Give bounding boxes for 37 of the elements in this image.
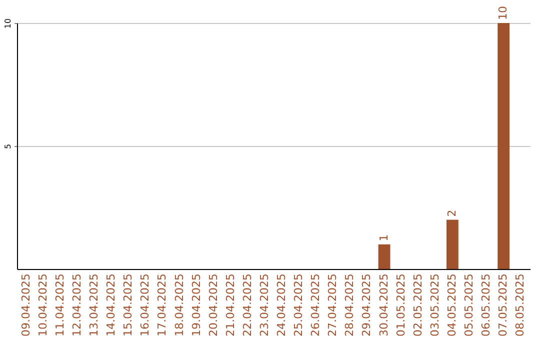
x-tick-label: 08.05.2025: [514, 274, 527, 336]
x-tick-label: 25.04.2025: [292, 274, 306, 336]
x-tick-label: 16.04.2025: [138, 274, 152, 336]
x-tick-label: 17.04.2025: [156, 274, 169, 336]
y-tick-label: 5: [4, 144, 12, 150]
x-tick-label: 18.04.2025: [172, 274, 186, 336]
bar: [446, 220, 458, 269]
x-tick-label: 06.05.2025: [480, 274, 493, 336]
data-label: 2: [445, 210, 458, 217]
x-tick-label: 09.04.2025: [19, 274, 32, 336]
x-tick-label: 21.04.2025: [224, 274, 237, 336]
x-tick-label: 02.05.2025: [411, 274, 424, 336]
bar: [498, 23, 510, 269]
x-tick-label: 03.05.2025: [428, 274, 442, 336]
x-tick-label: 11.04.2025: [53, 274, 66, 336]
x-tick-label: 19.04.2025: [190, 274, 203, 336]
x-tick-label: 29.04.2025: [360, 274, 374, 336]
bar: [378, 244, 390, 269]
x-tick-label: 23.04.2025: [258, 274, 271, 336]
x-tick-label: 04.05.2025: [445, 274, 458, 336]
x-tick-label: 07.05.2025: [496, 274, 510, 336]
data-label: 1: [377, 234, 390, 242]
x-tick-label: 12.04.2025: [70, 274, 84, 336]
x-tick-label: 26.04.2025: [309, 274, 322, 336]
x-tick-label: 14.04.2025: [104, 274, 118, 336]
x-tick-label: 05.05.2025: [462, 274, 476, 336]
x-tick-label: 28.04.2025: [343, 274, 356, 336]
x-tick-label: 10.04.2025: [36, 274, 50, 336]
x-tick-label: 15.04.2025: [122, 274, 135, 336]
x-tick-label: 01.05.2025: [394, 274, 408, 336]
x-tick-label: 27.04.2025: [326, 274, 340, 336]
x-tick-label: 22.04.2025: [240, 274, 254, 336]
x-tick-label: 24.04.2025: [275, 274, 288, 336]
x-tick-label: 13.04.2025: [88, 274, 101, 336]
x-tick-label: 20.04.2025: [206, 274, 220, 336]
data-label: 10: [496, 6, 510, 20]
x-tick-label: 30.04.2025: [377, 274, 390, 336]
